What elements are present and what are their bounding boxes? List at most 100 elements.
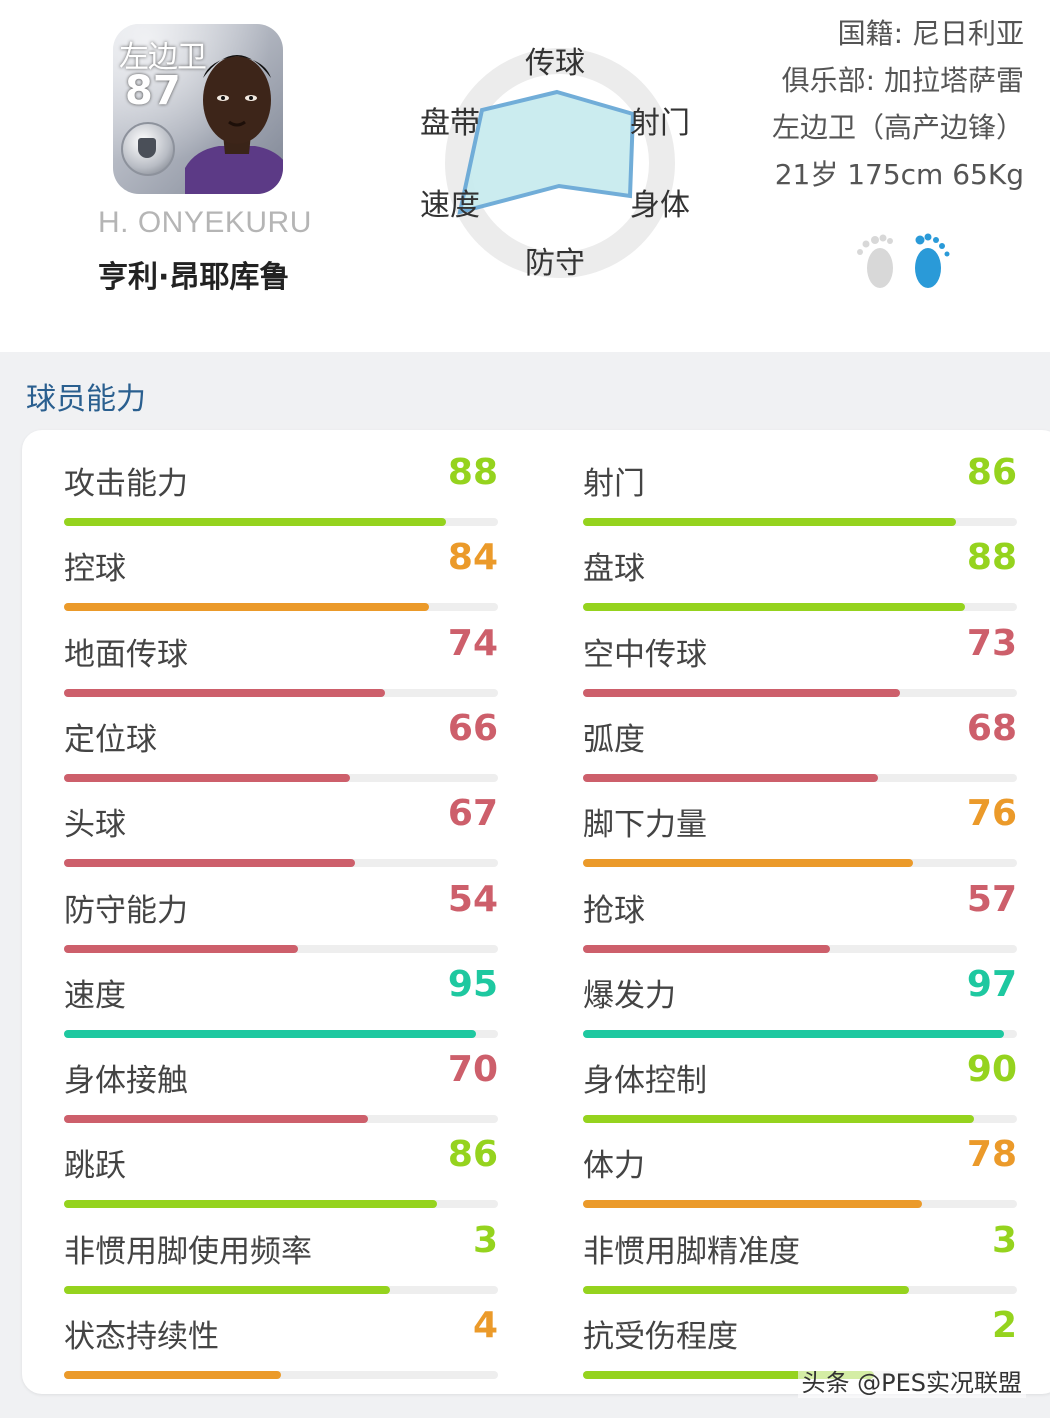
stat-row: 身体接触 70 — [64, 1043, 498, 1128]
stat-label: 体力 — [583, 1148, 645, 1185]
stat-bar-track — [64, 1285, 498, 1294]
radar-label-speed: 速度 — [420, 188, 480, 223]
stat-label: 射门 — [583, 466, 645, 502]
radar-ring — [445, 48, 675, 278]
watermark: 头条 @PES实况联盟 — [797, 1363, 1026, 1398]
info-physical: 21岁 175cm 65Kg — [774, 158, 1024, 191]
stat-label: 非惯用脚精准度 — [583, 1233, 800, 1270]
stat-value: 4 — [472, 1305, 498, 1346]
stat-bar-fill — [64, 859, 355, 868]
stat-bar-track — [64, 944, 498, 953]
stat-bar-fill — [64, 688, 386, 697]
stat-value: 74 — [447, 622, 498, 664]
stat-bar-track — [64, 1115, 498, 1124]
stat-value: 90 — [966, 1049, 1017, 1091]
stat-value: 54 — [447, 878, 498, 920]
stat-bar-fill — [64, 1115, 368, 1124]
stat-label: 身体接触 — [64, 1063, 188, 1100]
stat-row: 控球 84 — [64, 531, 498, 616]
stat-bar-track — [64, 1200, 498, 1209]
stat-bar-fill — [583, 1371, 874, 1379]
stat-value: 97 — [966, 963, 1017, 1005]
stat-bar-track — [64, 1029, 498, 1038]
stat-bar-track — [583, 859, 1017, 868]
stat-label: 状态持续性 — [64, 1319, 219, 1355]
radar-label-physical: 身体 — [630, 188, 690, 223]
stat-value: 88 — [447, 452, 498, 493]
abilities-section: 球员能力 攻击能力 88 控球 84 地面传球 74 定位球 66 头球 67 防守能力 54 速度 95… — [0, 352, 1050, 1418]
card-overall-rating: 87 — [125, 68, 181, 114]
stat-row: 非惯用脚使用频率 3 — [64, 1214, 498, 1299]
stat-row: 身体控制 90 — [583, 1043, 1017, 1128]
stat-label: 盘球 — [583, 551, 645, 588]
stat-bar-fill — [64, 944, 299, 953]
section-title: 球员能力 — [26, 382, 146, 417]
stat-bar-track — [583, 1029, 1017, 1038]
stat-bar-track — [64, 1371, 498, 1379]
stat-label: 头球 — [64, 807, 126, 844]
stat-bar-track — [583, 773, 1017, 782]
stat-bar-fill — [583, 688, 900, 697]
stat-label: 控球 — [64, 551, 126, 588]
stat-label: 定位球 — [64, 721, 157, 758]
player-card[interactable]: 左边卫 87 — [113, 24, 283, 194]
stat-bar-fill — [583, 1285, 909, 1294]
stat-bar-track — [64, 518, 498, 526]
stat-value: 57 — [966, 878, 1017, 920]
stat-label: 防守能力 — [64, 892, 188, 929]
player-header: 左边卫 87 H. ONYEKURU 亨利·昂耶库鲁 传球 射门 身体 防守 速… — [0, 0, 1050, 352]
stat-label: 空中传球 — [583, 636, 707, 673]
stat-bar-fill — [583, 1029, 1004, 1038]
club-badge-icon — [121, 122, 175, 176]
stat-value: 3 — [472, 1219, 498, 1261]
radar-shape — [457, 89, 636, 215]
stat-row: 非惯用脚精准度 3 — [583, 1214, 1017, 1299]
stat-label: 身体控制 — [583, 1063, 707, 1100]
stat-bar-track — [583, 1115, 1017, 1124]
stat-bar-track — [583, 603, 1017, 612]
stats-panel: 攻击能力 88 控球 84 地面传球 74 定位球 66 头球 67 防守能力 54 速度 95 身体接触 7… — [22, 430, 1050, 1394]
footedness-icon — [857, 233, 950, 288]
stat-row: 射门 86 — [583, 446, 1017, 531]
player-info: 国籍: 尼日利亚 俱乐部: 加拉塔萨雷 左边卫（高产边锋） 21岁 175cm … — [724, 10, 1024, 198]
radar-label-shoot: 射门 — [630, 106, 690, 141]
info-role: 左边卫（高产边锋） — [771, 111, 1024, 144]
stat-row: 头球 67 — [64, 787, 498, 872]
stat-value: 86 — [447, 1134, 498, 1176]
stat-bar-fill — [64, 518, 446, 526]
stat-bar-fill — [64, 1371, 281, 1379]
stat-label: 地面传球 — [64, 636, 188, 673]
stat-bar-track — [64, 688, 498, 697]
stat-label: 攻击能力 — [64, 466, 188, 502]
stat-value: 68 — [966, 707, 1017, 749]
stat-bar-fill — [583, 518, 957, 526]
stat-bar-track — [583, 518, 1017, 526]
stat-row: 空中传球 73 — [583, 617, 1017, 702]
stat-row: 地面传球 74 — [64, 617, 498, 702]
stat-label: 速度 — [64, 977, 126, 1014]
stat-bar-track — [583, 1200, 1017, 1209]
stat-bar-fill — [583, 773, 879, 782]
card-position: 左边卫 — [119, 40, 207, 75]
stat-bar-fill — [583, 1200, 922, 1209]
info-club: 俱乐部: 加拉塔萨雷 — [781, 64, 1024, 97]
right-foot-icon — [915, 233, 950, 288]
stat-label: 爆发力 — [583, 977, 676, 1014]
stat-value: 2 — [991, 1305, 1017, 1346]
stat-bar-fill — [64, 773, 351, 782]
player-name-en: H. ONYEKURU — [98, 206, 312, 239]
stat-row: 脚下力量 76 — [583, 787, 1017, 872]
stat-bar-track — [64, 859, 498, 868]
stat-row: 爆发力 97 — [583, 958, 1017, 1043]
stat-bar-fill — [64, 603, 429, 612]
radar-label-pass: 传球 — [525, 46, 585, 81]
stat-label: 抗受伤程度 — [583, 1319, 738, 1355]
stat-row: 速度 95 — [64, 958, 498, 1043]
stat-bar-track — [64, 773, 498, 782]
stat-row: 防守能力 54 — [64, 873, 498, 958]
stat-row: 弧度 68 — [583, 702, 1017, 787]
radar-label-defense: 防守 — [525, 246, 585, 281]
player-name-cn: 亨利·昂耶库鲁 — [98, 260, 290, 295]
stat-bar-fill — [64, 1029, 477, 1038]
stat-bar-fill — [583, 944, 831, 953]
